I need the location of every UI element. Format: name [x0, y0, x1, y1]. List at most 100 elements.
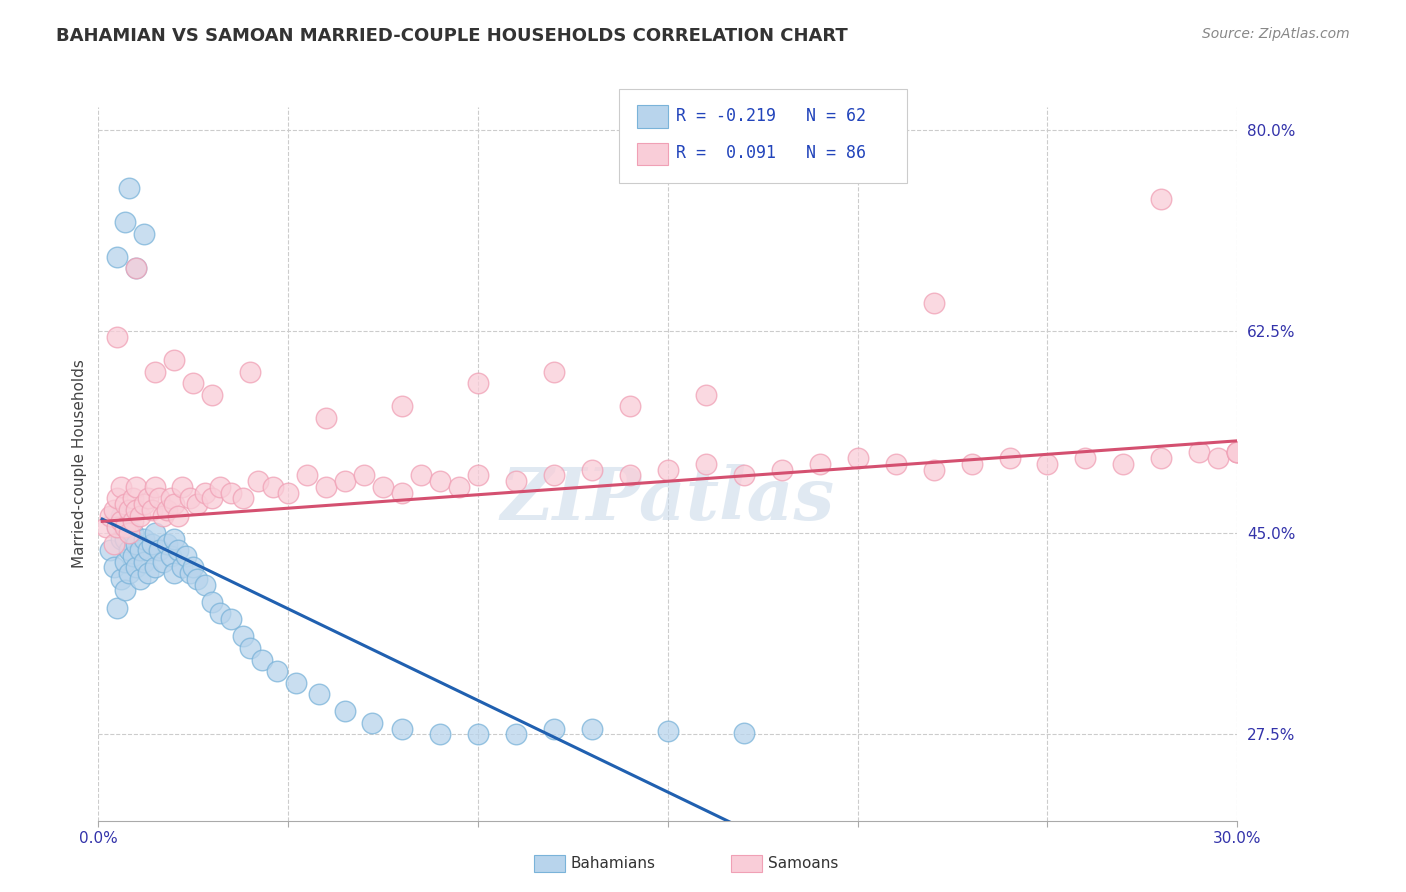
Point [411, 468, 433, 483]
Point [194, 577, 217, 591]
Point [186, 572, 208, 586]
Point [208, 480, 231, 494]
Point [125, 560, 148, 574]
Point [118, 180, 141, 194]
Text: Samoans: Samoans [768, 856, 838, 871]
Point [505, 727, 527, 741]
Point [266, 664, 288, 678]
Point [107, 250, 129, 264]
Point [183, 560, 205, 574]
Point [110, 532, 132, 546]
Point [619, 468, 641, 483]
Point [107, 520, 129, 534]
Point [695, 457, 717, 471]
Point [186, 497, 208, 511]
Point [543, 365, 565, 379]
Point [505, 474, 527, 488]
Point [884, 457, 907, 471]
Point [1226, 445, 1249, 459]
Point [110, 572, 132, 586]
Point [103, 503, 125, 517]
Point [141, 503, 163, 517]
Point [121, 491, 143, 506]
Point [148, 543, 170, 558]
Point [110, 480, 132, 494]
Point [657, 462, 679, 476]
Point [1208, 451, 1230, 466]
Text: Bahamians: Bahamians [571, 856, 655, 871]
Point [114, 497, 136, 511]
Point [121, 525, 143, 540]
Y-axis label: Married-couple Households: Married-couple Households [72, 359, 87, 568]
Point [297, 468, 319, 483]
Text: ZIPatlas: ZIPatlas [501, 464, 835, 535]
Point [170, 480, 193, 494]
Point [145, 525, 167, 540]
Point [201, 388, 224, 402]
Point [163, 532, 186, 546]
Point [770, 462, 793, 476]
Point [159, 491, 181, 506]
Point [98, 543, 121, 558]
Point [246, 474, 269, 488]
Point [391, 722, 413, 736]
Point [125, 537, 148, 551]
Point [94, 520, 117, 534]
Point [125, 261, 148, 276]
Point [1112, 457, 1135, 471]
Point [998, 451, 1021, 466]
Text: R = -0.219   N = 62: R = -0.219 N = 62 [676, 107, 866, 125]
Point [232, 491, 254, 506]
Point [581, 722, 603, 736]
Point [201, 595, 224, 609]
Point [315, 410, 337, 425]
Point [121, 515, 143, 529]
Point [922, 462, 945, 476]
Point [145, 560, 167, 574]
Point [1036, 457, 1059, 471]
Point [129, 572, 152, 586]
Point [107, 600, 129, 615]
Point [391, 399, 413, 413]
Point [152, 555, 174, 569]
Point [125, 480, 148, 494]
Point [194, 485, 217, 500]
Point [335, 474, 357, 488]
Point [174, 549, 197, 563]
Point [846, 451, 869, 466]
Point [114, 555, 136, 569]
Point [103, 560, 125, 574]
Point [808, 457, 831, 471]
Point [118, 566, 141, 581]
Point [132, 532, 155, 546]
Text: BAHAMIAN VS SAMOAN MARRIED-COUPLE HOUSEHOLDS CORRELATION CHART: BAHAMIAN VS SAMOAN MARRIED-COUPLE HOUSEH… [56, 27, 848, 45]
Point [129, 508, 152, 523]
Point [695, 388, 717, 402]
Point [114, 520, 136, 534]
Point [148, 491, 170, 506]
Point [1074, 451, 1097, 466]
Point [262, 480, 284, 494]
Point [619, 399, 641, 413]
Point [581, 462, 603, 476]
Point [467, 376, 489, 391]
Point [353, 468, 375, 483]
Point [960, 457, 983, 471]
Point [449, 480, 471, 494]
Point [250, 652, 273, 666]
Point [145, 365, 167, 379]
Point [114, 583, 136, 598]
Point [145, 480, 167, 494]
Point [308, 687, 330, 701]
Point [163, 566, 186, 581]
Point [114, 532, 136, 546]
Point [156, 503, 179, 517]
Point [118, 503, 141, 517]
Point [163, 497, 186, 511]
Point [125, 503, 148, 517]
Point [170, 560, 193, 574]
Point [1226, 445, 1249, 459]
Point [159, 549, 181, 563]
Point [1188, 445, 1211, 459]
Point [221, 485, 243, 500]
